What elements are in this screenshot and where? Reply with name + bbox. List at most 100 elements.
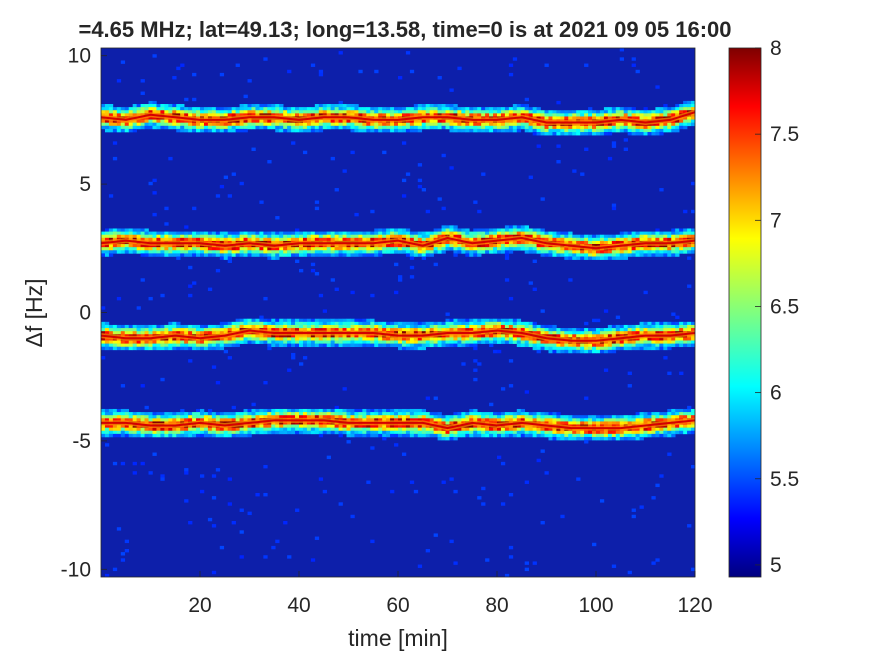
- heatmap-cell: [493, 113, 498, 117]
- heatmap-cell: [477, 247, 482, 251]
- heatmap-cell: [532, 113, 537, 117]
- heatmap-cell: [504, 253, 510, 257]
- heatmap-cell: [184, 231, 189, 235]
- heatmap-cell: [326, 250, 331, 254]
- heatmap-cell: [627, 570, 632, 575]
- heatmap-cell: [322, 104, 328, 108]
- heatmap-cell: [267, 104, 272, 108]
- heatmap-cell: [354, 321, 359, 326]
- heatmap-cell: [279, 247, 284, 251]
- heatmap-cell: [148, 471, 153, 475]
- heatmap-cell: [465, 343, 470, 348]
- heatmap-cell: [568, 234, 573, 239]
- heatmap-cell: [136, 430, 141, 435]
- heatmap-cell: [196, 122, 201, 127]
- heatmap-cell: [295, 343, 300, 348]
- heatmap-cell: [449, 421, 454, 425]
- heatmap-cell: [358, 343, 363, 348]
- heatmap-cell: [370, 122, 375, 127]
- heatmap-cell: [200, 328, 205, 332]
- heatmap-cell: [255, 318, 260, 323]
- heatmap-cell: [172, 250, 177, 254]
- heatmap-cell: [291, 122, 296, 127]
- heatmap-cell: [615, 125, 621, 130]
- heatmap-cell: [398, 107, 403, 111]
- heatmap-cell: [453, 113, 458, 117]
- heatmap-cell: [271, 256, 276, 260]
- heatmap-cell: [378, 328, 383, 332]
- heatmap-cell: [603, 253, 609, 257]
- heatmap-cell: [148, 433, 153, 438]
- heatmap-cell: [584, 116, 589, 120]
- heatmap-cell: [500, 234, 506, 239]
- heatmap-cell: [401, 228, 407, 232]
- heatmap-cell: [489, 415, 494, 419]
- heatmap-cell: [611, 125, 617, 130]
- heatmap-cell: [370, 231, 375, 235]
- heatmap-cell: [271, 427, 276, 432]
- heatmap-cell: [588, 110, 593, 114]
- heatmap-cell: [362, 244, 367, 248]
- heatmap-cell: [449, 244, 454, 248]
- heatmap-cell: [211, 324, 217, 329]
- heatmap-cell: [552, 421, 557, 425]
- heatmap-cell: [449, 107, 454, 111]
- heatmap-cell: [520, 104, 526, 108]
- heatmap-cell: [500, 427, 506, 432]
- heatmap-cell: [477, 125, 482, 130]
- heatmap-cell: [172, 119, 177, 123]
- heatmap-cell: [362, 408, 367, 413]
- heatmap-cell: [338, 328, 343, 332]
- heatmap-cell: [568, 343, 573, 348]
- heatmap-cell: [639, 343, 644, 348]
- heatmap-cell: [576, 421, 581, 425]
- heatmap-cell: [251, 104, 256, 108]
- heatmap-cell: [200, 340, 205, 344]
- heatmap-cell: [623, 418, 628, 422]
- heatmap-cell: [560, 234, 565, 239]
- heatmap-cell: [596, 250, 601, 254]
- heatmap-cell: [346, 343, 351, 348]
- heatmap-cell: [552, 415, 557, 419]
- heatmap-cell: [457, 66, 462, 71]
- heatmap-cell: [445, 104, 450, 108]
- heatmap-cell: [627, 247, 632, 251]
- heatmap-cell: [144, 340, 149, 344]
- heatmap-cell: [271, 324, 276, 329]
- heatmap-cell: [528, 418, 533, 422]
- heatmap-cell: [417, 433, 423, 438]
- heatmap-background: [101, 48, 695, 577]
- heatmap-cell: [176, 412, 181, 416]
- heatmap-cell: [401, 194, 407, 198]
- heatmap-cell: [655, 132, 660, 136]
- heatmap-cell: [295, 128, 300, 133]
- heatmap-cell: [314, 430, 320, 435]
- heatmap-cell: [611, 240, 617, 245]
- heatmap-cell: [211, 125, 217, 130]
- heatmap-cell: [306, 321, 312, 326]
- heatmap-cell: [275, 427, 280, 432]
- heatmap-cell: [374, 122, 379, 127]
- heatmap-cell: [453, 104, 458, 108]
- heatmap-cell: [588, 237, 593, 242]
- heatmap-cell: [548, 412, 553, 416]
- heatmap-cell: [437, 433, 442, 438]
- heatmap-cell: [651, 110, 656, 114]
- heatmap-cell: [576, 346, 581, 351]
- heatmap-cell: [192, 231, 197, 235]
- heatmap-cell: [271, 337, 276, 341]
- heatmap-cell: [564, 421, 569, 425]
- heatmap-cell: [108, 104, 114, 108]
- heatmap-cell: [643, 412, 648, 416]
- heatmap-cell: [631, 415, 636, 419]
- heatmap-cell: [512, 418, 518, 422]
- heatmap-cell: [473, 346, 478, 351]
- heatmap-cell: [370, 446, 375, 450]
- heatmap-cell: [299, 421, 304, 425]
- heatmap-cell: [552, 128, 557, 133]
- heatmap-cell: [156, 430, 161, 435]
- heatmap-cell: [330, 104, 335, 108]
- heatmap-cell: [382, 321, 387, 326]
- heatmap-cell: [239, 122, 244, 127]
